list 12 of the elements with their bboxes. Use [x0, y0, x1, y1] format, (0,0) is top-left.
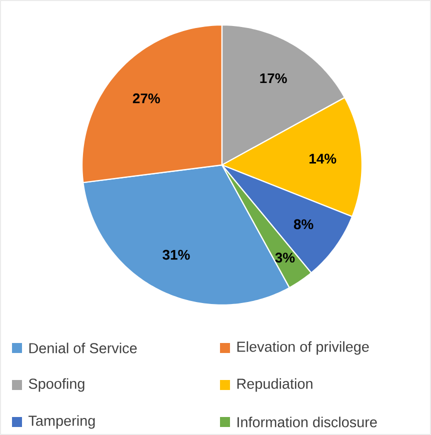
data-label: 14%	[310, 154, 336, 164]
data-label: 27%	[132, 93, 160, 104]
data-label: 31%	[162, 250, 190, 260]
data-label: 17%	[260, 73, 287, 84]
legend-label: Spoofing	[28, 378, 84, 392]
legend-label: Repudiation	[237, 378, 312, 392]
legend-label: Information disclosure	[238, 416, 377, 428]
data-label: 8%	[294, 219, 314, 230]
legend-label: Tampering	[28, 415, 95, 429]
data-label: 3%	[275, 252, 295, 263]
legend-label: Elevation of privilege	[237, 341, 369, 355]
legend-label: Denial of Service	[29, 342, 137, 354]
